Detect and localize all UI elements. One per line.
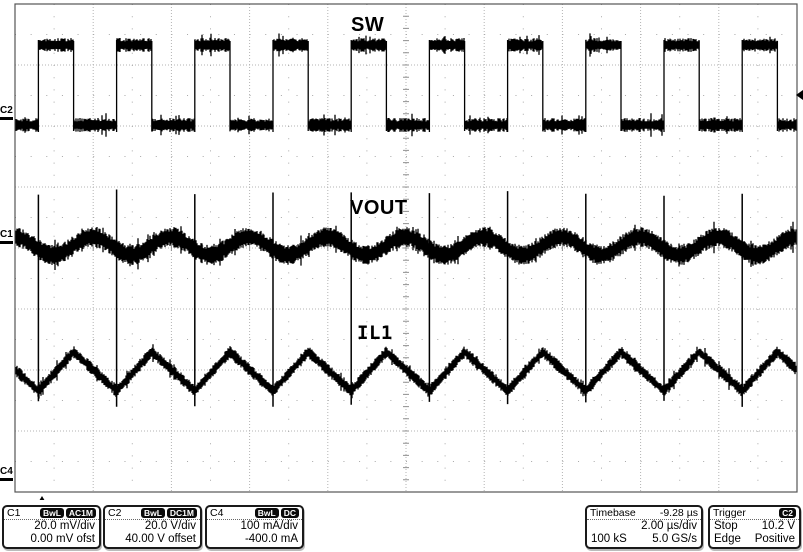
trigger-type: Edge bbox=[714, 533, 741, 545]
channel-offset-bar bbox=[0, 241, 13, 244]
coupling-badge: DC bbox=[280, 508, 299, 518]
channel-marker-label: C2 bbox=[0, 105, 13, 116]
channel-scale: 20.0 V/div bbox=[144, 520, 196, 532]
channel-marker-c1[interactable]: C1 bbox=[0, 230, 16, 244]
scope-graticule-and-traces bbox=[14, 3, 803, 500]
vout-trace-label: VOUT bbox=[350, 197, 408, 219]
channel-box-c1[interactable]: C1 BwL AC1M 20.0 mV/div 0.00 mV ofst bbox=[2, 505, 101, 549]
channel-marker-label: C4 bbox=[0, 466, 13, 477]
coupling-badge: AC1M bbox=[65, 508, 96, 518]
channel-scale: 20.0 mV/div bbox=[34, 520, 95, 532]
channel-id: C1 bbox=[7, 507, 21, 519]
sw-trace-label: SW bbox=[351, 14, 385, 36]
channel-offset: -400.0 mA bbox=[244, 533, 298, 545]
trigger-level: 10.2 V bbox=[761, 520, 795, 532]
trigger-position-marker[interactable] bbox=[36, 496, 48, 500]
trigger-source-badge: C2 bbox=[779, 508, 796, 518]
channel-marker-c4[interactable]: C4 bbox=[0, 467, 16, 481]
trigger-slope: Positive bbox=[754, 533, 795, 545]
channel-id: C4 bbox=[210, 507, 224, 519]
channel-offset: 40.00 V offset bbox=[125, 533, 196, 545]
channel-marker-label: C1 bbox=[0, 229, 13, 240]
graticule-frame bbox=[14, 3, 798, 493]
trigger-level-marker[interactable] bbox=[796, 90, 803, 100]
trigger-title: Trigger bbox=[713, 507, 746, 519]
timebase-title: Timebase bbox=[590, 507, 636, 519]
waveform-il1 bbox=[15, 344, 797, 399]
channel-scale: 100 mA/div bbox=[240, 520, 298, 532]
channel-box-c2[interactable]: C2 BwL DC1M 20.0 V/div 40.00 V offset bbox=[103, 505, 202, 549]
timebase-position: -9.28 µs bbox=[659, 507, 698, 519]
coupling-badge: DC1M bbox=[166, 508, 197, 518]
channel-marker-c2[interactable]: C2 bbox=[0, 106, 16, 120]
waveform-vout bbox=[15, 221, 797, 270]
channel-box-c4[interactable]: C4 BwL DC 100 mA/div -400.0 mA bbox=[205, 505, 304, 549]
switching-spikes bbox=[37, 189, 743, 407]
channel-id: C2 bbox=[108, 507, 122, 519]
channel-offset-bar bbox=[0, 478, 13, 481]
timebase-rate: 5.0 GS/s bbox=[652, 533, 697, 545]
bwl-badge: BwL bbox=[140, 508, 165, 518]
timebase-scale: 2.00 µs/div bbox=[641, 520, 697, 532]
bwl-badge: BwL bbox=[254, 508, 279, 518]
channel-offset-bar bbox=[0, 117, 13, 120]
channel-offset: 0.00 mV ofst bbox=[30, 533, 95, 545]
timebase-box[interactable]: Timebase -9.28 µs 2.00 µs/div 100 kS 5.0… bbox=[585, 505, 703, 549]
bwl-badge: BwL bbox=[39, 508, 64, 518]
trigger-mode: Stop bbox=[714, 520, 738, 532]
il1-trace-label: IL1 bbox=[357, 322, 393, 344]
timebase-samples: 100 kS bbox=[591, 533, 627, 545]
trigger-box[interactable]: Trigger C2 Stop 10.2 V Edge Positive bbox=[708, 505, 801, 549]
waveform-sw bbox=[15, 33, 797, 137]
